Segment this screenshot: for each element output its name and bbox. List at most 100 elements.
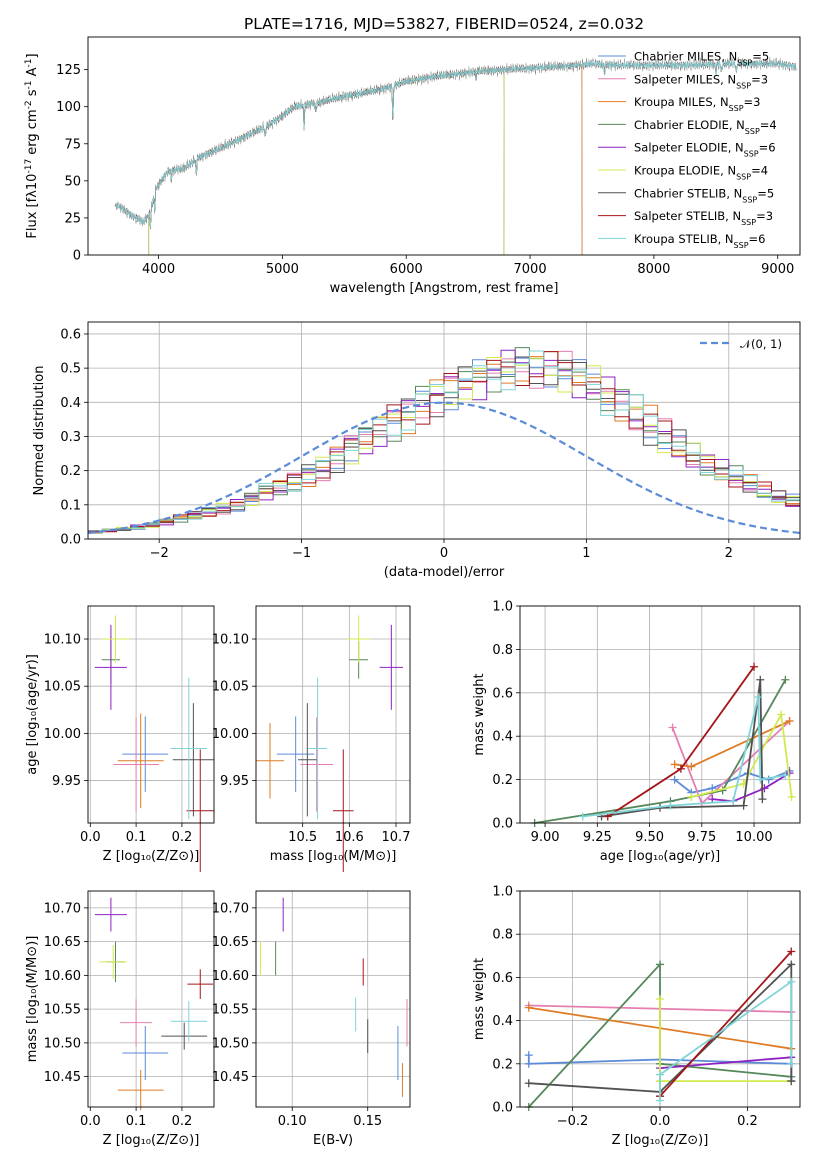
y-tick-label: 0.5: [60, 362, 81, 377]
spectrum-model-kroupa-stelib: [114, 58, 797, 228]
y-tick-label: 10.10: [44, 633, 81, 648]
x-tick-label: 0.2: [172, 830, 193, 845]
y-tick-label: 9.95: [220, 774, 249, 789]
x-tick-label: −0.2: [557, 1114, 589, 1129]
errorbar-salpeter-stelib: [333, 749, 354, 873]
y-tick-label: 0.8: [492, 643, 513, 658]
y-tick-label: 10.55: [212, 1003, 249, 1018]
legend-label-chabrier-elodie: Chabrier ELODIE, NSSP=4: [634, 118, 777, 136]
mass-weight-vs-Z-marks: [524, 947, 796, 1111]
errorbar-kroupa-miles: [256, 722, 284, 799]
y-tick-label: 0.6: [492, 971, 513, 986]
errorbar-chabrier-stelib: [161, 1022, 208, 1050]
series-marker: [656, 960, 664, 969]
series-marker: [687, 762, 696, 771]
y-tick-label: 10.70: [44, 901, 81, 916]
x-tick-label: 0: [440, 546, 448, 561]
errorbar-chabrier-stelib: [172, 703, 214, 817]
series-marker: [758, 795, 767, 804]
series-marker: [756, 775, 765, 784]
series-line: [582, 696, 786, 818]
y-tick-label: 0.0: [492, 817, 513, 832]
x-tick-label: 10.5: [288, 830, 317, 845]
y-tick-label: 10.65: [212, 935, 249, 950]
series-marker: [708, 795, 717, 804]
errorbar-salpeter-miles: [300, 717, 333, 812]
x-tick-label: 9.00: [531, 830, 560, 845]
x-tick-label: −1: [292, 546, 311, 561]
series-salpeter-stelib: [603, 662, 759, 821]
y-tick-label: 0.2: [492, 1057, 513, 1072]
x-tick-label: 10.7: [382, 830, 411, 845]
mass-weight-vs-age-xlabel: age [log₁₀(age/yr)]: [600, 849, 721, 864]
age-vs-mass-marks: [256, 615, 403, 873]
series-marker: [666, 801, 675, 810]
errorbar-salpeter-elodie: [94, 897, 127, 932]
y-tick-label: 10.60: [44, 969, 81, 984]
series-marker: [754, 693, 763, 702]
errorbar-chabrier-miles: [277, 716, 315, 792]
mass-vs-Z-frame: [87, 890, 215, 1108]
legend-label-kroupa-elodie: Kroupa ELODIE, NSSP=4: [634, 164, 768, 182]
series-marker: [656, 1070, 664, 1079]
spectrum-legend: Chabrier MILES, NSSP=5 Salpeter MILES, NS…: [598, 50, 777, 249]
mass-weight-vs-Z-panel: −0.2 0.0 0.2 0.0 0.2 0.4 0.6 0.8 1.0 Z [log₁₀(Z/Z…: [472, 885, 801, 1148]
y-tick-label: 0.6: [60, 327, 81, 342]
errorbar-chabrier-miles: [122, 1026, 169, 1080]
y-tick-label: 10.10: [212, 633, 249, 648]
x-tick-label: 0.1: [126, 830, 147, 845]
series-marker: [756, 675, 765, 684]
errorbar-salpeter-miles: [120, 999, 153, 1047]
series-marker: [670, 760, 679, 769]
legend-label-chabrier-miles: Chabrier MILES, NSSP=5: [634, 50, 769, 68]
y-tick-label: 25: [64, 211, 81, 226]
age-vs-mass-frame: [255, 605, 411, 824]
age-vs-Z-panel: 0.0 0.1 0.2 9.95 10.00 10.05 10.10 Z [log₁₀(Z/Z…: [25, 605, 215, 873]
series-marker: [787, 947, 796, 956]
mass-vs-EBV-marks: [260, 897, 408, 1097]
mass-vs-Z-panel: 0.0 0.1 0.2 10.45 10.50 10.55 10.60 10.65 10.70 Z…: [25, 890, 215, 1148]
mass-weight-vs-age-ylabel: mass weight: [472, 673, 487, 755]
series-marker: [781, 675, 790, 684]
y-tick-label: 10.05: [44, 680, 81, 695]
mass-vs-EBV-frame: [255, 890, 411, 1108]
y-tick-label: 1.0: [492, 885, 513, 900]
y-tick-label: 10.45: [212, 1070, 249, 1085]
age-vs-mass-grid: [256, 606, 410, 823]
mass-weight-vs-age-marks: [530, 662, 796, 827]
y-tick-label: 0.3: [60, 430, 81, 445]
errorbar-salpeter-stelib: [186, 749, 214, 873]
series-marker: [578, 812, 587, 821]
x-tick-label: 5000: [266, 262, 299, 277]
spectrum-ylabel: Flux [fλ10-17 erg cm-2 s-1 A-1]: [24, 53, 40, 238]
x-tick-label: 6000: [390, 262, 423, 277]
errorbar-kroupa-elodie: [347, 615, 371, 663]
x-tick-label: 9.75: [687, 830, 716, 845]
mass-vs-Z-xlabel: Z [log₁₀(Z/Z⊙)]: [103, 1133, 200, 1148]
x-tick-label: 7000: [514, 262, 547, 277]
errorbar-kroupa-elodie: [101, 615, 130, 663]
mass-weight-vs-age-panel: 9.00 9.25 9.50 9.75 10.00 0.0 0.2 0.4 0.6 0.8 1.0 a…: [472, 600, 801, 864]
residual-histogram-xlabel: (data-model)/error: [384, 565, 505, 580]
y-tick-label: 10.00: [44, 727, 81, 742]
series-marker: [656, 1096, 664, 1105]
legend-label-salpeter-stelib: Salpeter STELIB, NSSP=3: [634, 209, 773, 227]
x-tick-label: 8000: [637, 262, 670, 277]
series-marker: [787, 1077, 796, 1086]
series-marker: [656, 995, 664, 1003]
errorbar-kroupa-elodie: [99, 945, 127, 979]
y-tick-label: 0.1: [60, 498, 81, 513]
y-tick-label: 10.50: [44, 1036, 81, 1051]
histogram-chabrier-stelib: [88, 356, 800, 532]
series-line: [659, 950, 792, 1097]
x-tick-label: 9.25: [583, 830, 612, 845]
age-vs-Z-marks: [94, 615, 214, 873]
age-vs-mass-xlabel: mass [log₁₀(M/M⊙)]: [270, 849, 397, 864]
series-marker: [739, 801, 748, 810]
x-tick-label: 0.0: [80, 830, 101, 845]
series-marker: [524, 1003, 533, 1012]
y-tick-label: 10.55: [44, 1003, 81, 1018]
mass-weight-vs-age-frame: [519, 605, 801, 824]
series-marker: [524, 1051, 533, 1060]
